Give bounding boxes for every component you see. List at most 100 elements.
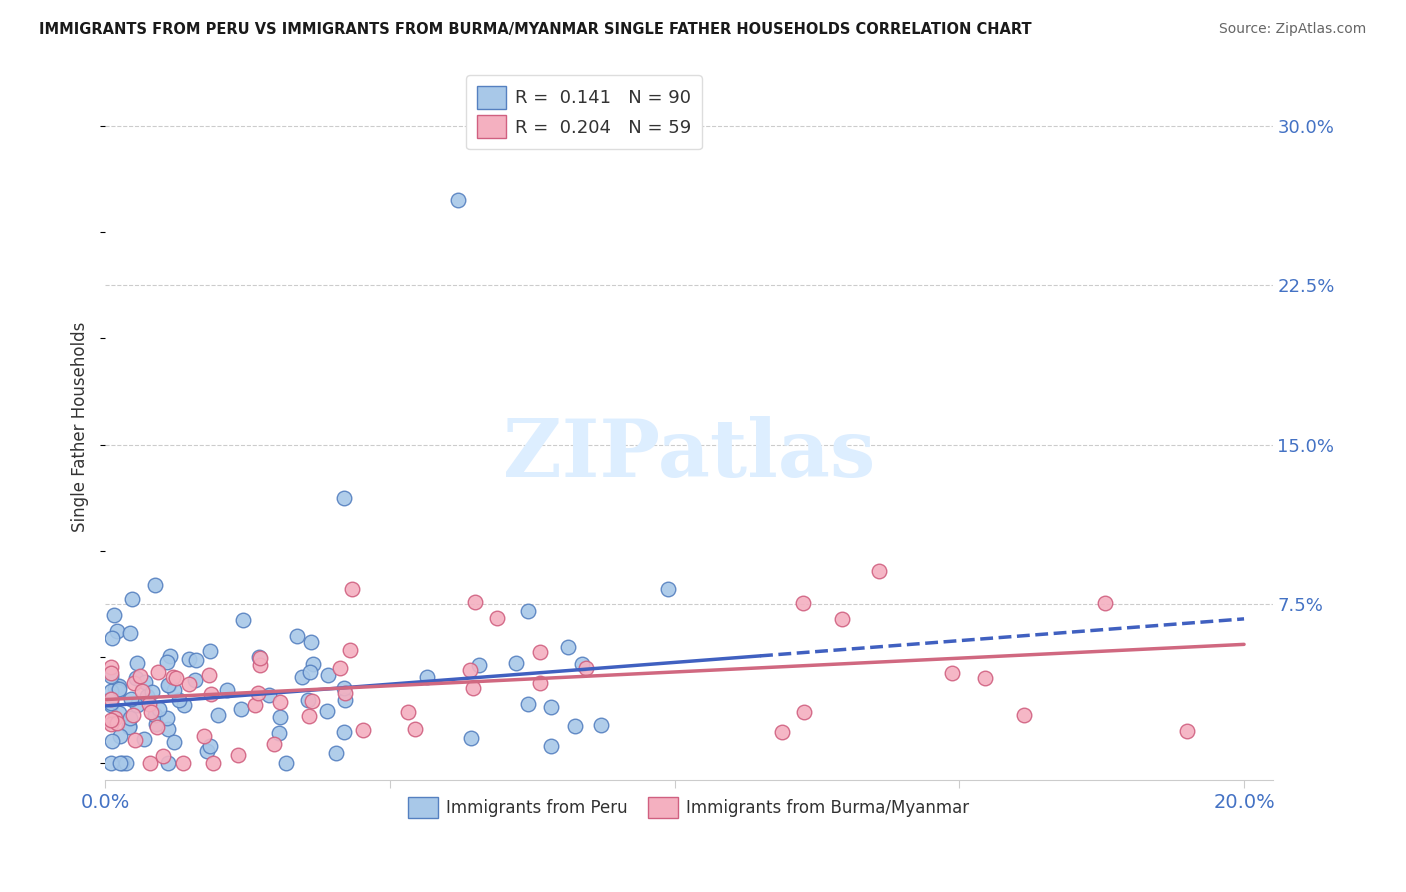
Point [329,661,352,675]
Point [118,720,141,734]
Point [125,671,148,685]
Point [146,665,169,679]
Point [131,683,153,698]
Point [100,665,122,680]
Point [200,644,222,658]
Point [529,676,551,690]
Point [207,708,229,723]
Point [114,756,136,771]
Point [105,624,128,639]
Point [118,626,141,640]
Point [110,756,132,771]
Point [274,756,297,770]
Point [333,685,356,699]
Point [315,704,337,718]
Point [589,717,612,731]
Point [122,707,145,722]
Point [135,689,157,703]
Point [186,653,208,667]
Point [333,491,356,505]
Point [247,686,270,700]
Point [231,702,253,716]
Point [540,739,562,753]
Point [163,734,186,748]
Point [100,756,122,771]
Point [200,687,222,701]
Point [100,713,122,727]
Point [297,692,319,706]
Point [298,665,321,680]
Point [269,710,291,724]
Point [127,698,149,712]
Point [128,669,150,683]
Point [247,650,270,665]
Point [104,711,127,725]
Point [486,611,509,625]
Point [125,657,148,671]
Point [868,564,890,578]
Point [269,695,291,709]
Point [100,691,122,706]
Point [139,705,162,719]
Point [105,716,128,731]
Point [132,731,155,746]
Point [404,723,426,737]
Point [104,681,127,695]
Point [974,671,997,685]
Point [340,582,363,596]
Point [243,698,266,713]
Point [529,645,551,659]
Point [460,663,482,677]
Text: Source: ZipAtlas.com: Source: ZipAtlas.com [1219,22,1367,37]
Point [464,595,486,609]
Text: IMMIGRANTS FROM PERU VS IMMIGRANTS FROM BURMA/MYANMAR SINGLE FATHER HOUSEHOLDS C: IMMIGRANTS FROM PERU VS IMMIGRANTS FROM … [39,22,1032,37]
Point [179,652,201,666]
Point [941,666,963,681]
Point [118,718,141,732]
Point [352,723,374,738]
Point [396,706,419,720]
Point [108,681,131,696]
Point [155,710,177,724]
Point [564,719,586,733]
Point [1094,597,1116,611]
Point [145,578,167,592]
Point [100,717,122,731]
Point [162,670,184,684]
Point [517,604,540,618]
Point [467,658,489,673]
Point [138,756,160,771]
Point [770,724,793,739]
Point [120,692,142,706]
Point [157,678,180,692]
Point [124,733,146,747]
Point [163,683,186,698]
Point [143,708,166,723]
Point [201,756,224,771]
Point [184,673,207,688]
Point [232,614,254,628]
Point [571,657,593,671]
Point [505,656,527,670]
Point [831,612,853,626]
Point [198,668,221,682]
Point [100,660,122,674]
Point [141,685,163,699]
Point [792,597,814,611]
Point [195,744,218,758]
Point [325,746,347,760]
Point [460,731,482,746]
Point [122,676,145,690]
Point [108,679,131,693]
Point [100,692,122,706]
Point [540,700,562,714]
Point [793,705,815,719]
Point [285,629,308,643]
Point [263,738,285,752]
Point [121,592,143,607]
Point [257,688,280,702]
Point [156,655,179,669]
Point [134,675,156,690]
Point [291,670,314,684]
Point [301,694,323,708]
